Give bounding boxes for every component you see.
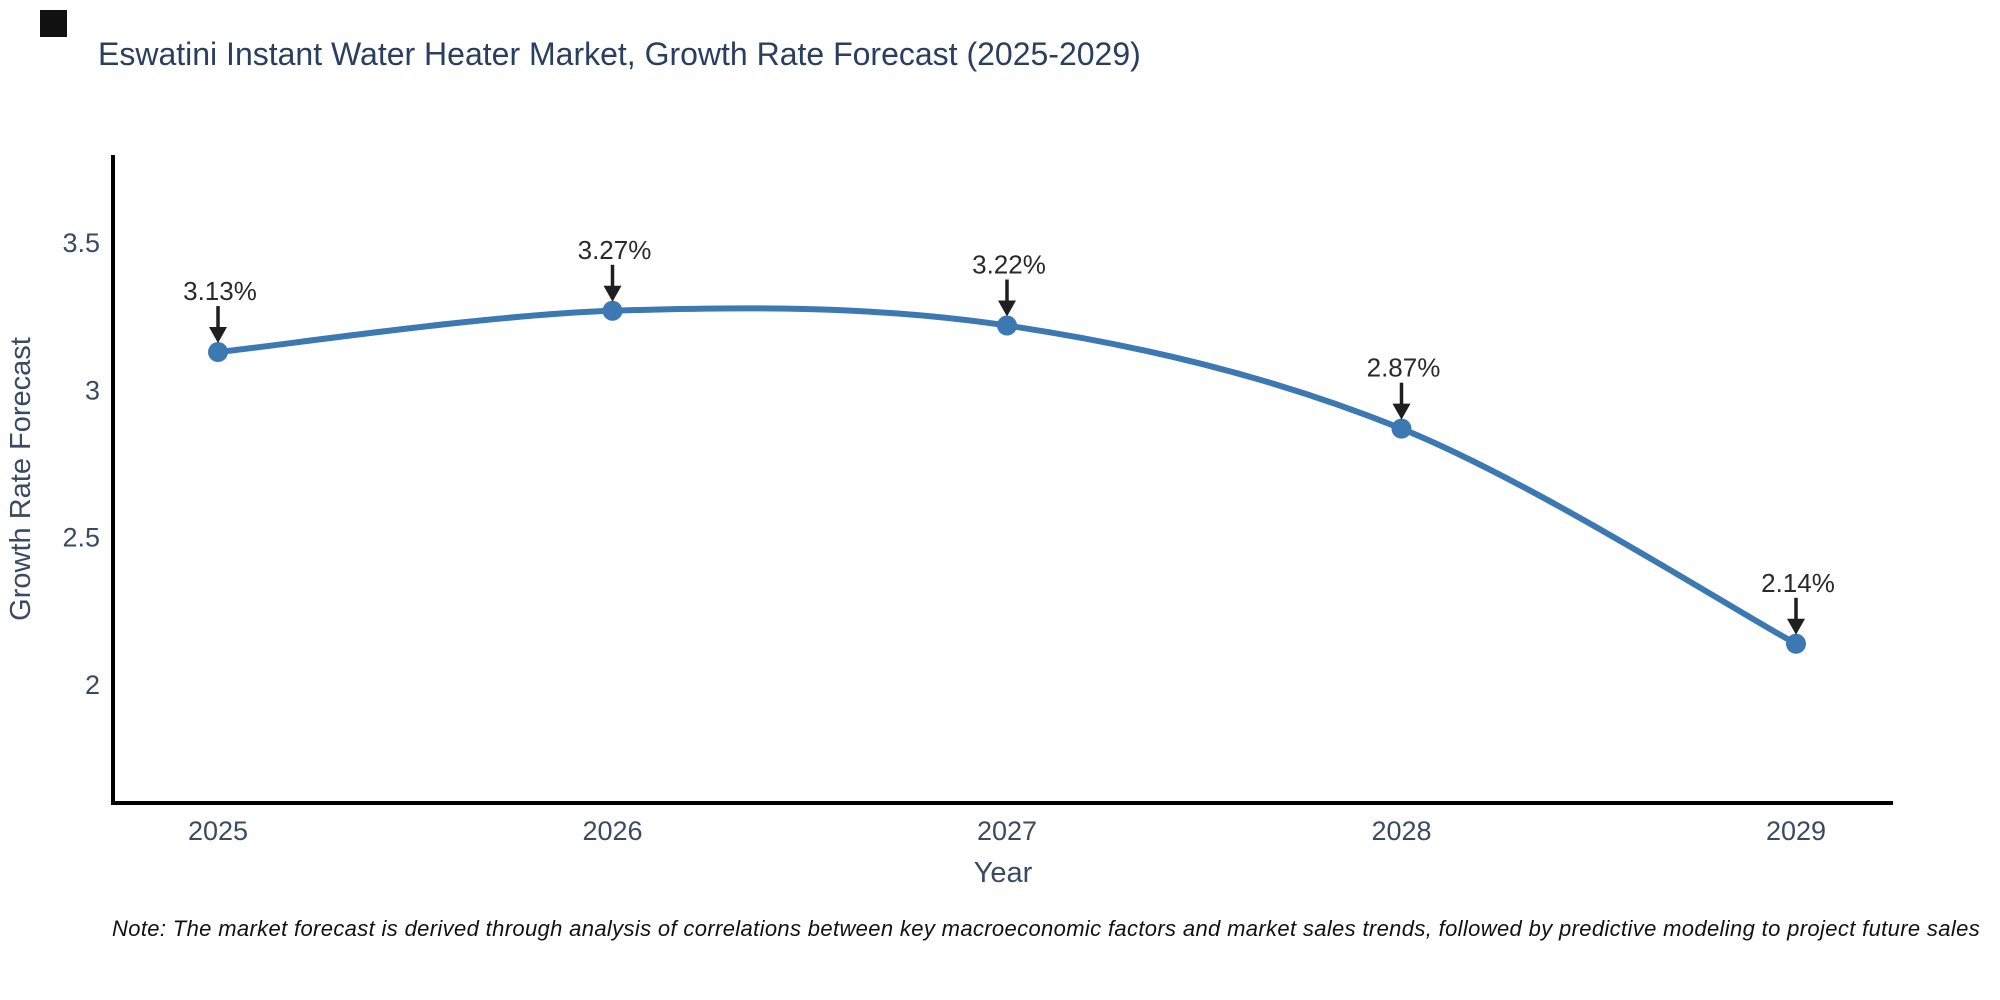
data-point-marker [997,315,1017,336]
annotation-arrowhead [1392,403,1411,420]
y-tick-label: 3 [85,375,100,405]
data-point-label: 3.27% [578,235,652,265]
annotation-arrowhead [998,300,1016,317]
data-series-layer [208,300,1806,654]
annotation-arrowhead [1787,618,1805,635]
chart-footnote: Note: The market forecast is derived thr… [112,916,1981,941]
x-tick-label: 2028 [1371,816,1431,846]
forecast-line [215,305,1799,647]
y-tick-label: 3.5 [62,228,100,258]
x-tick-label: 2026 [582,816,642,846]
x-tick-label: 2029 [1766,816,1826,846]
data-point-marker [602,300,623,321]
data-point-label: 3.22% [972,250,1046,280]
y-axis-title: Growth Rate Forecast [5,337,37,621]
data-point-label: 3.13% [183,276,257,306]
annotation-arrowhead [209,327,227,344]
y-tick-label: 2 [85,670,100,700]
data-point-label: 2.14% [1761,568,1835,598]
y-tick-label: 2.5 [62,523,100,553]
data-point-marker [1786,633,1806,654]
data-point-label: 2.87% [1367,353,1441,383]
chart-title: Eswatini Instant Water Heater Market, Gr… [98,36,1141,72]
axes-layer [111,155,1893,805]
data-point-marker [1391,418,1412,439]
black-square-artifact [40,10,67,37]
x-axis-title: Year [974,857,1033,889]
x-tick-label: 2027 [977,816,1037,846]
x-tick-label: 2025 [188,816,248,846]
annotation-layer: 3.13% 3.27% 3.22% 2.87% 2.14% [183,235,1835,635]
annotation-arrowhead [603,285,622,302]
axis-label-layer: 3.5 3 2.5 2 2025 2026 2027 2028 2029 Year Growth R… [5,228,1826,889]
data-point-marker [208,342,228,363]
